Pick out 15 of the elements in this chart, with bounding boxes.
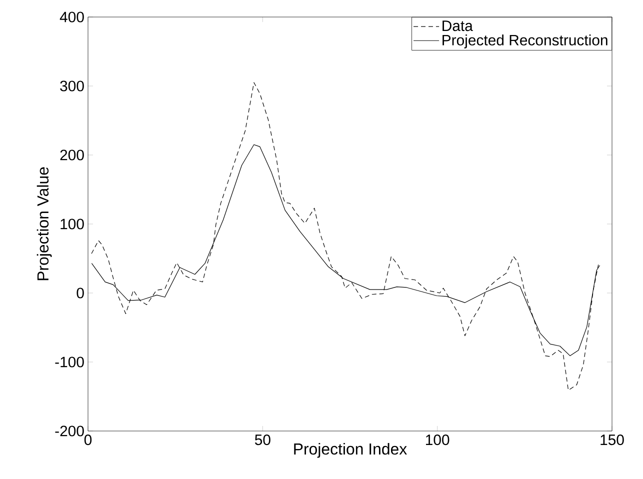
- x-tick-label: 50: [254, 434, 270, 446]
- y-tick-label: 200: [60, 150, 84, 160]
- y-tick-label: 0: [76, 288, 84, 298]
- x-tick-label: 150: [600, 434, 624, 446]
- y-axis-title: Projection Value: [36, 167, 52, 280]
- legend-label: Projected Reconstruction: [442, 34, 608, 48]
- y-tick-label: 400: [60, 12, 84, 22]
- x-tick-label: 0: [84, 434, 92, 446]
- y-tick-label: 100: [60, 218, 84, 230]
- y-tick-label: -200: [55, 426, 84, 436]
- x-tick-label: 100: [426, 434, 450, 446]
- legend-label: Data: [442, 20, 473, 32]
- x-axis-title: Projection Index: [294, 442, 407, 458]
- y-tick-label: 300: [60, 80, 84, 92]
- y-tick-label: -100: [55, 356, 84, 368]
